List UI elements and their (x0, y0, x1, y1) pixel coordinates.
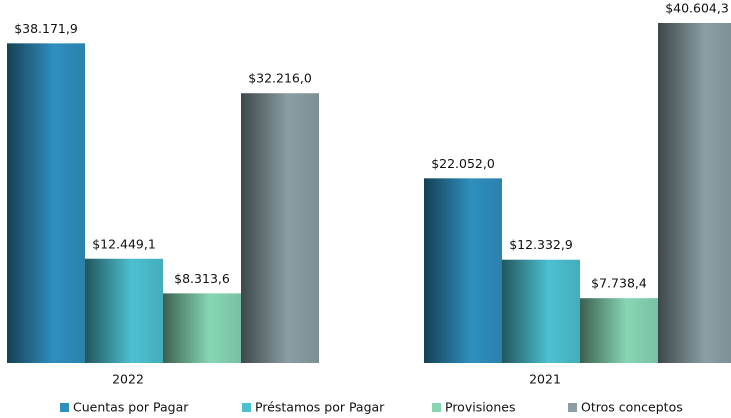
legend-label: Préstamos por Pagar (255, 400, 385, 415)
bar-shade (580, 298, 658, 363)
value-label: $12.449,1 (92, 236, 156, 251)
bar-shade (241, 93, 319, 363)
legend-label: Provisiones (445, 400, 515, 415)
legend-swatch (568, 403, 577, 412)
x-tick-label: 2021 (529, 372, 561, 387)
legend-swatch (60, 403, 69, 412)
legend-swatch (242, 403, 251, 412)
value-label: $22.052,0 (431, 156, 495, 171)
bar-shade (7, 43, 85, 363)
value-label: $32.216,0 (248, 71, 312, 86)
bar-shade (163, 293, 241, 363)
bar-shade (658, 23, 731, 363)
bar-shade (502, 259, 580, 363)
value-label: $12.332,9 (509, 237, 573, 252)
legend-swatch (432, 403, 441, 412)
legend-label: Cuentas por Pagar (73, 400, 189, 415)
value-label: $8.313,6 (174, 271, 230, 286)
bar-shade (85, 258, 163, 363)
value-label: $38.171,9 (14, 21, 78, 36)
bar-shade (424, 178, 502, 363)
value-label: $7.738,4 (591, 276, 647, 291)
legend-label: Otros conceptos (581, 400, 683, 415)
x-tick-label: 2022 (112, 372, 144, 387)
value-label: $40.604,3 (665, 1, 729, 16)
